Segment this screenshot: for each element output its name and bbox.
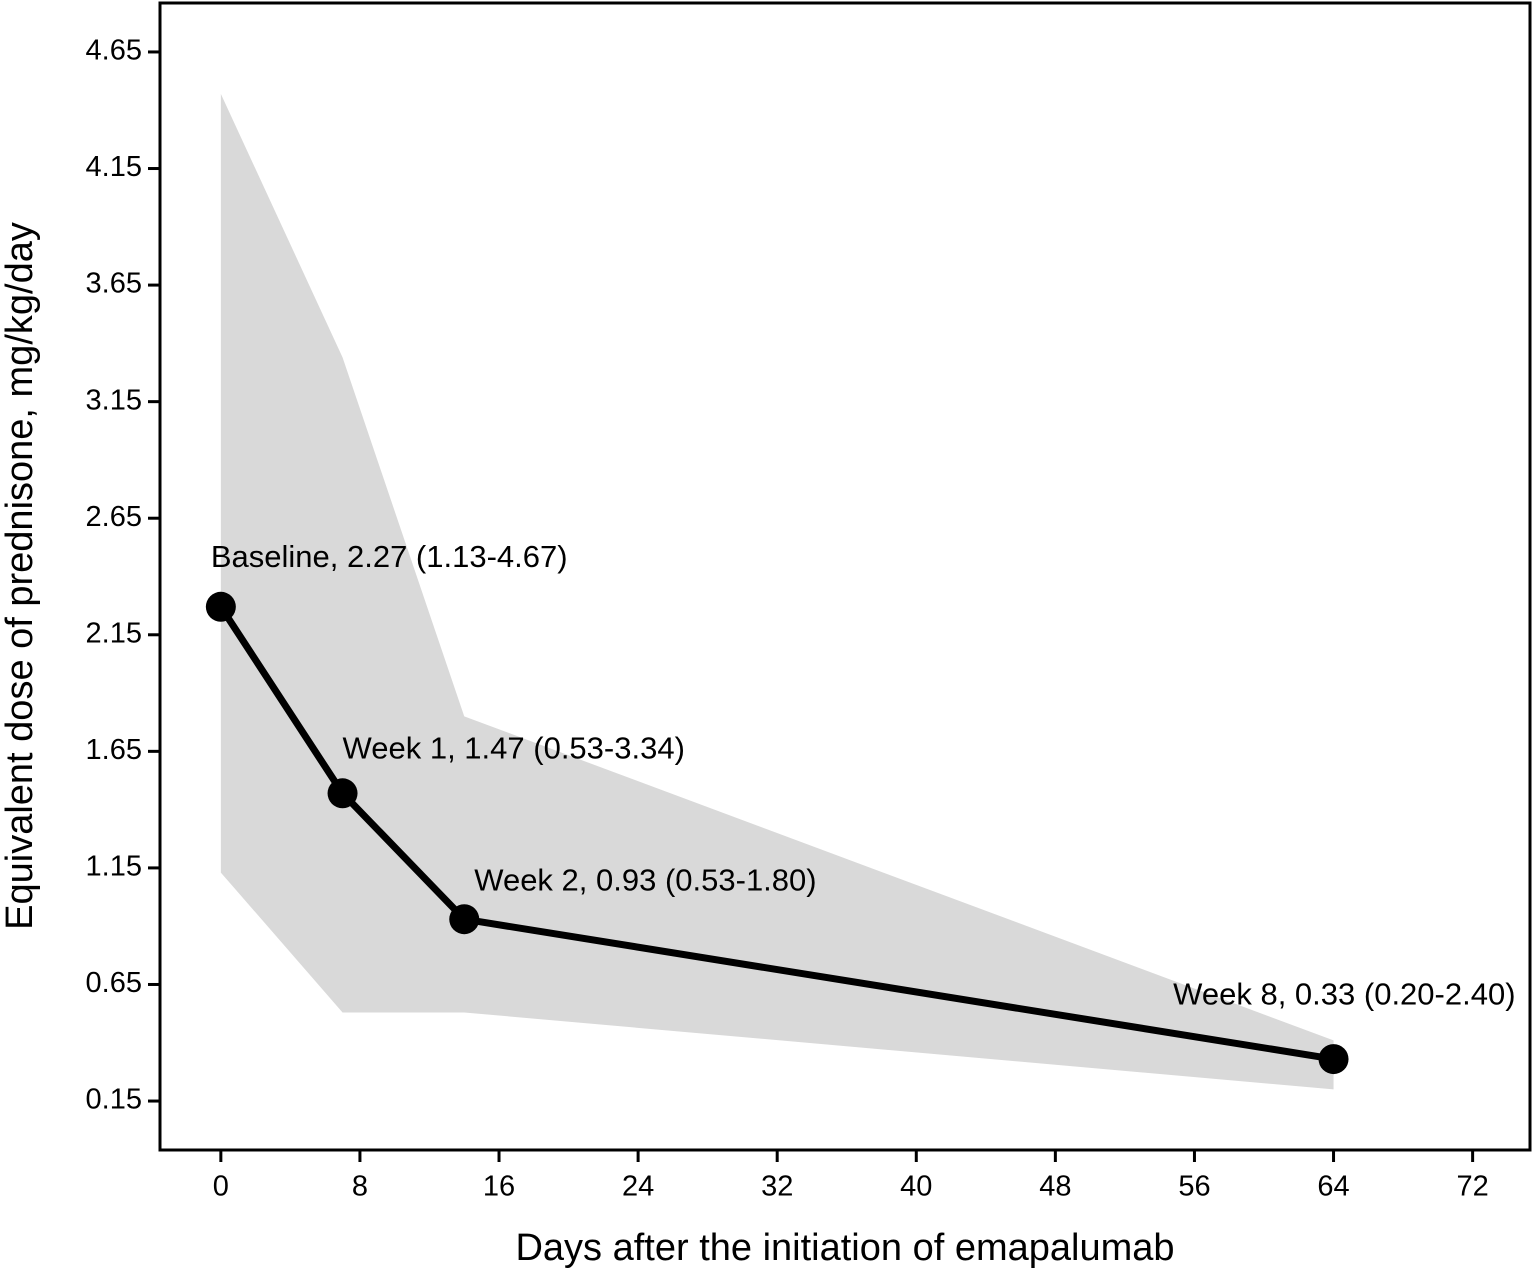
y-tick-label: 2.15 (86, 617, 142, 649)
y-tick-label: 1.65 (86, 734, 142, 766)
data-point (449, 904, 480, 935)
y-tick-label: 0.15 (86, 1084, 142, 1116)
x-tick-label: 40 (900, 1171, 932, 1203)
point-annotation: Week 2, 0.93 (0.53-1.80) (474, 862, 816, 897)
x-tick-label: 16 (483, 1171, 515, 1203)
x-tick-label: 56 (1178, 1171, 1210, 1203)
x-tick-label: 24 (622, 1171, 654, 1203)
point-annotation: Week 1, 1.47 (0.53-3.34) (343, 730, 685, 765)
x-axis-label: Days after the initiation of emapalumab (515, 1227, 1174, 1269)
median-line (217, 604, 1335, 1063)
range-band (220, 93, 1334, 1090)
point-annotation: Week 8, 0.33 (0.20-2.40) (1173, 976, 1515, 1011)
data-point (205, 591, 236, 622)
y-tick-label: 4.15 (86, 151, 142, 183)
plot-frame (158, 1, 1532, 1152)
y-axis-label: Equivalent dose of prednisone, mg/kg/day (0, 222, 41, 930)
y-tick-label: 3.65 (86, 268, 142, 300)
y-tick-label: 3.15 (86, 384, 142, 416)
x-tick-label: 72 (1456, 1171, 1488, 1203)
x-tick-label: 64 (1317, 1171, 1349, 1203)
data-point (1318, 1044, 1349, 1075)
x-tick-label: 32 (761, 1171, 793, 1203)
x-tick-label: 48 (1039, 1171, 1071, 1203)
data-point (327, 778, 358, 809)
y-tick-label: 4.65 (86, 35, 142, 67)
y-tick-label: 2.65 (86, 501, 142, 533)
x-tick-label: 0 (213, 1171, 229, 1203)
point-annotation: Baseline, 2.27 (1.13-4.67) (211, 539, 568, 574)
y-tick-label: 0.65 (86, 967, 142, 999)
y-tick-label: 1.15 (86, 851, 142, 883)
x-tick-label: 8 (352, 1171, 368, 1203)
